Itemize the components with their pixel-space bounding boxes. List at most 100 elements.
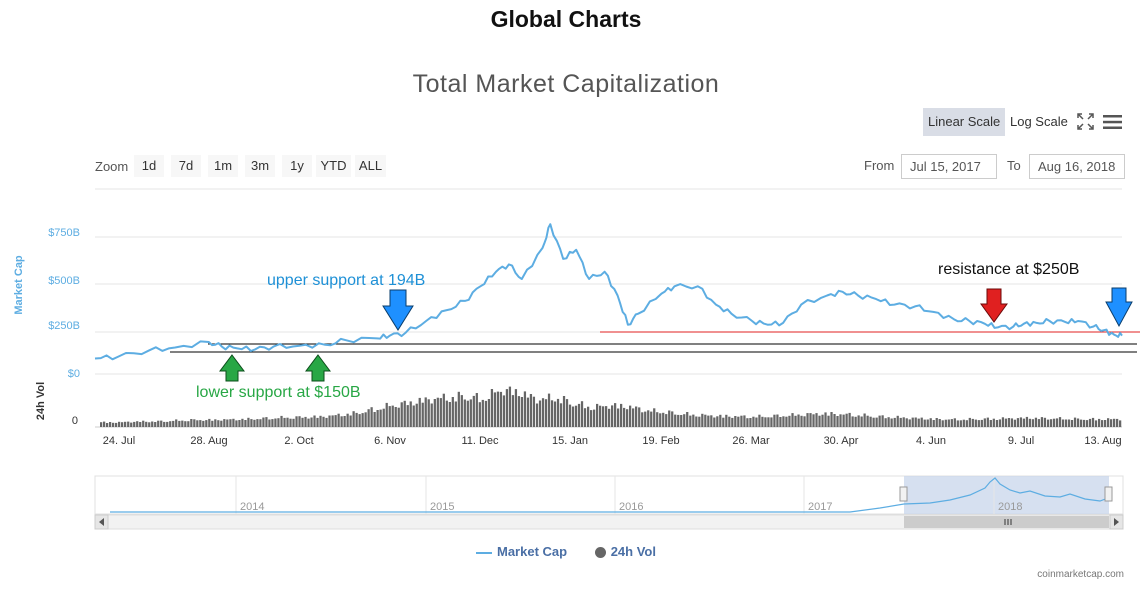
volume-bar <box>728 416 731 427</box>
volume-bar <box>166 421 169 427</box>
volume-bar <box>695 416 698 427</box>
x-tick-label: 2. Oct <box>284 435 313 447</box>
volume-bar <box>656 412 659 427</box>
zoom-3m-button[interactable]: 3m <box>245 155 275 177</box>
zoom-all-button[interactable]: ALL <box>355 155 386 177</box>
volume-bar <box>692 414 695 427</box>
volume-bar <box>887 417 890 427</box>
volume-bar <box>508 386 512 427</box>
volume-bar <box>755 417 758 427</box>
volume-bar <box>1007 418 1011 427</box>
navigator-tick-label: 2016 <box>619 501 643 513</box>
legend-label: 24h Vol <box>610 544 656 559</box>
volume-bar <box>1043 417 1047 427</box>
volume-bar <box>1061 419 1065 427</box>
volume-bar <box>881 415 884 427</box>
linear-scale-button[interactable]: Linear Scale <box>923 108 1006 136</box>
scrollbar[interactable] <box>94 514 1124 530</box>
volume-bar <box>818 415 821 427</box>
volume-bar <box>986 417 989 427</box>
volume-bar <box>526 397 530 427</box>
upper-support-annotation: upper support at 194B <box>267 272 425 289</box>
zoom-1d-button[interactable]: 1d <box>134 155 164 177</box>
volume-bar <box>151 421 154 427</box>
arrow-up-green-icon <box>305 354 331 382</box>
navigator-handle-left[interactable] <box>899 486 908 502</box>
zoom-label: Zoom <box>95 159 129 174</box>
volume-bar <box>523 391 527 427</box>
volume-bar <box>791 413 794 427</box>
volume-bar <box>373 412 376 427</box>
hamburger-menu-icon[interactable] <box>1103 114 1122 130</box>
volume-bar <box>875 417 878 427</box>
volume-bar <box>1049 419 1053 427</box>
volume-bar <box>1088 418 1092 427</box>
credits-link[interactable]: coinmarketcap.com <box>1037 569 1124 580</box>
volume-bar <box>328 415 331 427</box>
log-scale-button[interactable]: Log Scale <box>1010 114 1068 129</box>
volume-bar <box>232 418 235 427</box>
volume-bar <box>385 402 388 427</box>
volume-bar <box>863 413 866 427</box>
volume-bar <box>187 421 190 427</box>
volume-bar <box>268 419 271 427</box>
volume-bar <box>962 419 965 427</box>
from-date-input[interactable]: Jul 15, 2017 <box>901 154 997 179</box>
navigator[interactable]: 2014 2015 2016 2017 2018 <box>94 475 1124 515</box>
zoom-7d-button[interactable]: 7d <box>171 155 201 177</box>
volume-bar <box>340 416 343 427</box>
volume-bar <box>593 409 596 427</box>
volume-bar <box>403 400 406 427</box>
volume-bar <box>761 416 764 427</box>
volume-bar <box>262 417 265 427</box>
volume-bar <box>220 420 223 427</box>
volume-bar <box>1055 418 1059 427</box>
x-tick-label: 13. Aug <box>1084 435 1121 447</box>
volume-bar <box>1058 417 1062 427</box>
legend-item-volume[interactable]: 24h Vol <box>594 544 656 559</box>
scrollbar-thumb[interactable] <box>904 516 1109 528</box>
fullscreen-icon[interactable] <box>1077 113 1094 130</box>
volume-bar <box>995 420 999 427</box>
volume-bar <box>175 419 178 427</box>
volume-bar <box>803 416 806 427</box>
volume-bar <box>553 401 557 427</box>
volume-bar <box>890 418 893 427</box>
to-date-input[interactable]: Aug 16, 2018 <box>1029 154 1125 179</box>
legend-item-market-cap[interactable]: Market Cap <box>476 544 567 559</box>
volume-bar <box>983 418 986 427</box>
volume-bar <box>574 405 578 427</box>
zoom-1y-button[interactable]: 1y <box>282 155 312 177</box>
volume-bar <box>121 422 124 427</box>
volume-bar <box>160 420 163 427</box>
navigator-handle-right[interactable] <box>1104 486 1113 502</box>
zoom-ytd-button[interactable]: YTD <box>316 155 351 177</box>
arrow-up-green-icon <box>219 354 245 382</box>
volume-bar <box>1094 420 1098 427</box>
volume-bar <box>614 403 617 427</box>
y2-tick-label: 0 <box>72 415 78 427</box>
volume-bar <box>878 415 881 427</box>
volume-bar <box>133 421 136 427</box>
volume-bar <box>764 417 767 427</box>
volume-bar <box>1101 420 1104 427</box>
volume-bar <box>638 407 641 427</box>
volume-bar <box>370 407 373 427</box>
volume-bar <box>977 420 980 427</box>
volume-bar <box>547 393 551 427</box>
volume-bar <box>683 414 686 427</box>
volume-bar <box>911 417 914 427</box>
volume-bar <box>379 409 382 427</box>
volume-bar <box>1116 418 1119 427</box>
volume-bar <box>899 417 902 427</box>
volume-bar <box>169 421 172 427</box>
volume-bar <box>154 422 157 427</box>
volume-bar <box>199 420 202 427</box>
zoom-1m-button[interactable]: 1m <box>208 155 238 177</box>
volume-bar <box>319 415 322 427</box>
volume-bar <box>1119 420 1122 427</box>
volume-bar <box>439 398 442 427</box>
volume-bar <box>499 391 503 427</box>
arrow-down-blue-icon <box>1105 287 1133 328</box>
volume-bar <box>487 399 491 427</box>
